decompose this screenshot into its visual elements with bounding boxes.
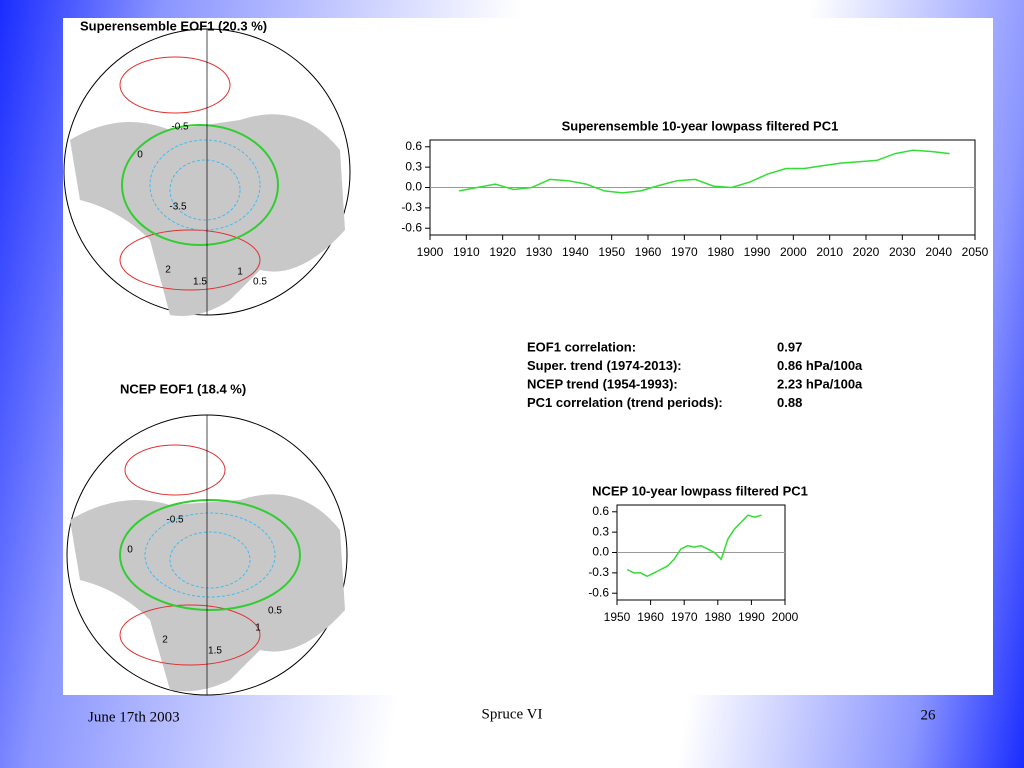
x-tick-label: 2000 [772, 610, 799, 624]
map-title: NCEP EOF1 (18.4 %) [120, 381, 246, 396]
x-tick-label: 1960 [637, 610, 664, 624]
stat-value: 2.23 hPa/100a [777, 376, 863, 391]
contour-label: -3.5 [169, 202, 187, 213]
x-tick-label: 1950 [604, 610, 631, 624]
x-tick-label: 1970 [671, 610, 698, 624]
map-title: Superensemble EOF1 (20.3 %) [80, 18, 267, 33]
map-top [63, 28, 351, 317]
contour [124, 444, 226, 496]
x-tick-label: 1960 [635, 245, 662, 259]
x-tick-label: 1990 [738, 610, 765, 624]
stat-label: Super. trend (1974-2013): [527, 358, 682, 373]
contour [119, 56, 231, 114]
x-tick-label: 2040 [925, 245, 952, 259]
x-tick-label: 2020 [853, 245, 880, 259]
y-tick-label: 0.3 [405, 159, 422, 173]
y-tick-label: -0.6 [588, 585, 609, 599]
x-tick-label: 1940 [562, 245, 589, 259]
chart-title: Superensemble 10-year lowpass filtered P… [562, 118, 839, 133]
pc1-line [458, 149, 950, 194]
stat-value: 0.86 hPa/100a [777, 358, 863, 373]
contour-label: 0.5 [268, 606, 282, 617]
stat-label: PC1 correlation (trend periods): [527, 395, 723, 410]
x-tick-label: 1950 [598, 245, 625, 259]
contour [169, 531, 251, 589]
chart-title: NCEP 10-year lowpass filtered PC1 [592, 483, 808, 498]
footer-date: June 17th 2003 [88, 709, 180, 725]
contour [144, 512, 276, 598]
y-tick-label: -0.3 [401, 200, 422, 214]
y-tick-label: 0.6 [592, 504, 609, 518]
footer-title: Spruce VI [482, 706, 543, 722]
x-tick-label: 2000 [780, 245, 807, 259]
contour [119, 499, 301, 611]
stat-label: NCEP trend (1954-1993): [527, 376, 678, 391]
contour-label: 1 [255, 623, 261, 634]
contour-label: 1 [237, 267, 243, 278]
contour-label: 1.5 [193, 277, 207, 288]
y-tick-label: 0.3 [592, 524, 609, 538]
stat-value: 0.88 [777, 395, 802, 410]
page-number: 26 [921, 707, 937, 723]
x-tick-label: 1990 [744, 245, 771, 259]
contour-label: 2 [165, 265, 171, 276]
stat-label: EOF1 correlation: [527, 339, 636, 354]
x-tick-label: 1980 [707, 245, 734, 259]
contour-label: 0.5 [253, 277, 267, 288]
x-tick-label: 2050 [962, 245, 989, 259]
stat-value: 0.97 [777, 339, 802, 354]
map-bottom [66, 414, 348, 696]
contour [119, 229, 261, 291]
contour [149, 139, 261, 231]
x-tick-label: 1910 [453, 245, 480, 259]
land [70, 114, 345, 317]
y-tick-label: -0.6 [401, 220, 422, 234]
contour-label: -0.5 [166, 515, 184, 526]
x-tick-label: 2010 [816, 245, 843, 259]
y-tick-label: -0.3 [588, 565, 609, 579]
land [70, 494, 345, 692]
x-tick-label: 1980 [704, 610, 731, 624]
y-tick-label: 0.0 [592, 545, 609, 559]
x-tick-label: 1920 [489, 245, 516, 259]
contour-label: 0 [127, 545, 133, 556]
contour-label: 0 [137, 150, 143, 161]
contour [169, 159, 241, 221]
x-tick-label: 2030 [889, 245, 916, 259]
y-tick-label: 0.0 [405, 180, 422, 194]
x-tick-label: 1930 [526, 245, 553, 259]
contour-label: -0.5 [171, 122, 189, 133]
contour-label: 1.5 [208, 646, 222, 657]
x-tick-label: 1900 [417, 245, 444, 259]
pc1-line [626, 514, 762, 578]
x-tick-label: 1970 [671, 245, 698, 259]
contour [119, 604, 261, 666]
y-tick-label: 0.6 [405, 139, 422, 153]
contour-label: 2 [162, 635, 168, 646]
contour [121, 124, 279, 246]
